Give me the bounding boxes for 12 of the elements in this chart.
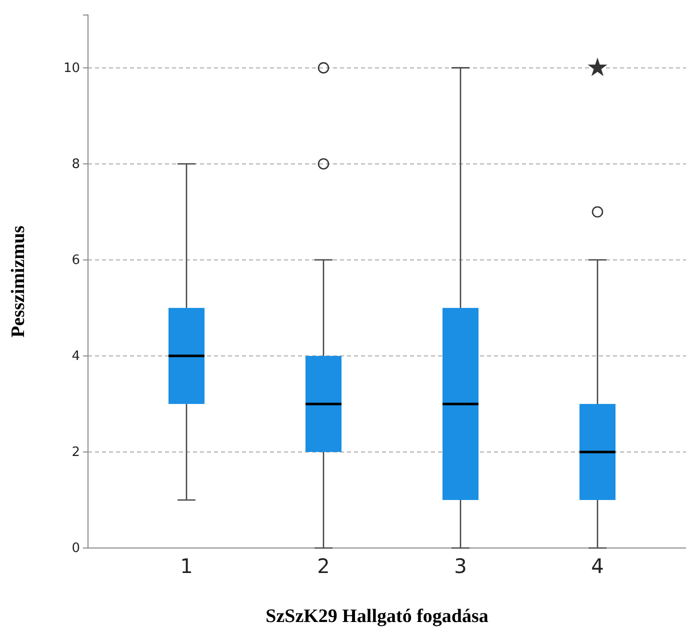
y-axis-title: Pesszimizmus <box>8 226 29 338</box>
y-tick-label: 4 <box>72 349 80 364</box>
x-tick-label: 4 <box>591 554 604 578</box>
y-tick-label: 10 <box>63 60 80 76</box>
y-tick-label: 0 <box>72 541 80 556</box>
x-axis-title: SzSzK29 Hallgató fogadása <box>266 606 489 627</box>
y-tick-label: 2 <box>72 445 80 460</box>
x-tick-label: 3 <box>454 554 467 578</box>
y-tick-label: 6 <box>72 253 80 268</box>
x-tick-label: 2 <box>317 554 330 578</box>
y-tick-label: 8 <box>72 157 80 172</box>
x-tick-label: 1 <box>180 554 193 578</box>
